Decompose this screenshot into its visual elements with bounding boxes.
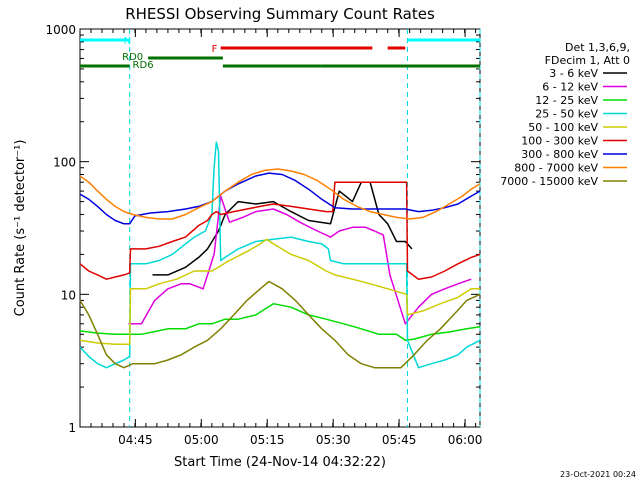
chart-title: RHESSI Observing Summary Count Rates	[125, 5, 435, 23]
series-line-4	[79, 238, 480, 346]
axis-ticks: 1 10 100 1000 04:45 05:00 05:15 05:30 05:45 06:00	[45, 23, 482, 447]
series-line-2	[79, 302, 481, 342]
x-axis-label: Start Time (24-Nov-14 04:32:22)	[174, 455, 386, 470]
legend-item-label: 50 - 100 keV	[528, 121, 598, 134]
y-tick-label: 100	[53, 156, 76, 170]
y-tick-label: 10	[61, 288, 76, 302]
legend-item-label: 3 - 6 keV	[549, 67, 598, 80]
legend: Det 1,3,6,9, FDecim 1, Att 0 3 - 6 keV6 …	[500, 41, 630, 188]
x-tick-label: 06:00	[448, 433, 483, 447]
legend-item-label: 25 - 50 keV	[535, 108, 598, 121]
series-line-0	[152, 181, 413, 276]
legend-item-label: 6 - 12 keV	[542, 81, 598, 94]
x-tick-label: 05:00	[184, 433, 219, 447]
x-tick-label: 05:45	[382, 433, 417, 447]
series-lines	[79, 141, 481, 369]
state-bar-label-RD0: RD0	[122, 52, 143, 63]
state-bar-label-F: F	[212, 44, 218, 55]
legend-item-label: 7000 - 15000 keV	[500, 175, 598, 188]
legend-header-line-1: Det 1,3,6,9,	[565, 41, 630, 54]
y-tick-label: 1	[68, 421, 76, 435]
series-line-6	[79, 172, 481, 225]
state-bar-label-N: N	[124, 36, 131, 47]
x-tick-label: 05:15	[250, 433, 285, 447]
state-bar-label-RD6: RD6	[133, 60, 154, 71]
y-axis-label: Count Rate (s⁻¹ detector⁻¹)	[13, 140, 28, 317]
legend-header-line-2: FDecim 1, Att 0	[545, 54, 630, 67]
legend-item-label: 100 - 300 keV	[521, 135, 598, 148]
series-line-5	[79, 181, 481, 280]
legend-item-label: 800 - 7000 keV	[514, 162, 598, 175]
series-line-7	[79, 168, 481, 220]
footer-date: 23-Oct-2021 00:24	[560, 470, 636, 479]
y-tick-label: 1000	[45, 23, 76, 37]
x-tick-label: 05:30	[316, 433, 351, 447]
dashed-markers	[129, 29, 481, 427]
legend-item-label: 300 - 800 keV	[521, 148, 598, 161]
legend-item-label: 12 - 25 keV	[535, 94, 598, 107]
x-tick-label: 04:45	[118, 433, 153, 447]
series-line-8	[79, 280, 481, 369]
